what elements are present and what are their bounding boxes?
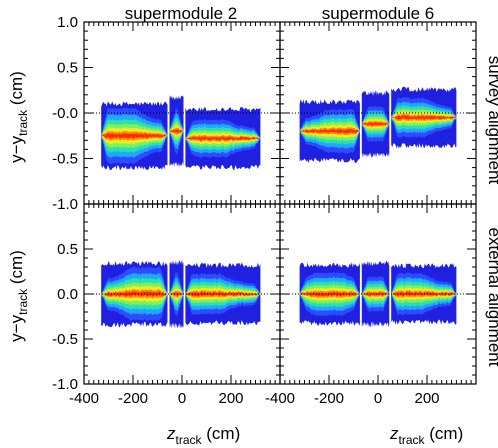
- y-label-main-2: y−y: [7, 314, 26, 341]
- contour-level-8: [391, 115, 457, 120]
- tick-label: 0.5: [57, 241, 78, 258]
- svg-text:y−ytrack (cm): y−ytrack (cm): [7, 71, 30, 163]
- tick-label: -200: [314, 390, 344, 407]
- tick-label: -0.5: [52, 151, 78, 168]
- panel-3-segment-3: [185, 262, 261, 326]
- panels: [83, 21, 477, 385]
- panel-2-segment-2: [361, 90, 390, 158]
- tick-label: -1.0: [52, 376, 78, 393]
- x-label-sub-2: track: [399, 433, 426, 447]
- panel-2: [279, 21, 477, 205]
- y-label-main: y−y: [7, 135, 26, 162]
- contour-level-8: [101, 132, 168, 139]
- column-title-supermodule-6: supermodule 6: [322, 4, 434, 23]
- contour-level-8: [391, 291, 457, 297]
- panel-4: [279, 203, 477, 385]
- contour-level-8: [185, 136, 261, 141]
- row-title-survey-alignment: survey alignment: [485, 56, 498, 185]
- contour-level-8: [361, 291, 390, 297]
- y-label-unit: (cm): [7, 71, 26, 105]
- panel-3-segment-2: [169, 260, 184, 329]
- contour-level-8: [169, 129, 184, 134]
- panel-2-ticks: [279, 21, 477, 205]
- tick-label: 0.0: [57, 286, 78, 303]
- panel-4-segment-2: [361, 260, 390, 328]
- svg-text:ztrack (cm): ztrack (cm): [166, 424, 240, 447]
- tick-label: -200: [118, 390, 148, 407]
- tick-label: 200: [414, 390, 439, 407]
- y-label-sub-2: track: [16, 288, 30, 315]
- panel-3: [83, 203, 281, 385]
- svg-text:ztrack (cm): ztrack (cm): [389, 424, 463, 447]
- row-title-external-alignment: external alignment: [485, 228, 498, 367]
- x-label-unit-2: (cm): [429, 424, 463, 443]
- x-label-main-2: z: [389, 424, 399, 443]
- panel-2-segment-1: [299, 99, 360, 164]
- y-label-sub: track: [16, 109, 30, 136]
- y-axis-label-top: y−ytrack (cm): [7, 71, 30, 163]
- tick-label: -400: [69, 390, 99, 407]
- svg-text:y−ytrack (cm): y−ytrack (cm): [7, 250, 30, 342]
- tick-label: 0: [374, 390, 382, 407]
- x-axis-label-left: ztrack (cm): [166, 424, 240, 447]
- x-label-main: z: [166, 424, 176, 443]
- y-label-unit-2: (cm): [7, 250, 26, 284]
- panel-1: [83, 21, 281, 205]
- panel-1-segment-1: [101, 101, 168, 171]
- tick-label: -0.0: [52, 105, 78, 122]
- panel-1-segment-2: [169, 95, 184, 168]
- y-axis-label-bottom: y−ytrack (cm): [7, 250, 30, 342]
- panel-3-segment-1: [101, 260, 168, 328]
- contour-level-8: [299, 291, 360, 297]
- panel-1-segment-3: [185, 107, 261, 171]
- tick-label: -1.0: [52, 196, 78, 213]
- tick-label: 0.5: [57, 60, 78, 77]
- tick-label: 200: [218, 390, 243, 407]
- tick-label: 1.0: [57, 14, 78, 31]
- contour-level-8: [361, 121, 390, 126]
- tick-label: -400: [265, 390, 295, 407]
- tick-label: 0: [178, 390, 186, 407]
- contour-level-8: [101, 291, 168, 297]
- column-title-supermodule-2: supermodule 2: [125, 4, 237, 23]
- x-label-sub: track: [176, 433, 203, 447]
- x-label-unit: (cm): [206, 424, 240, 443]
- tick-label: -0.5: [52, 331, 78, 348]
- panel-4-segment-1: [299, 262, 360, 326]
- contour-level-8: [169, 291, 184, 297]
- panel-4-segment-3: [391, 263, 457, 325]
- tick-labels: 1.00.5-0.0-0.5-1.00.50.0-0.5-1.0-400 -200…: [52, 14, 439, 407]
- x-axis-label-right: ztrack (cm): [389, 424, 463, 447]
- contour-level-8: [299, 128, 360, 134]
- panel-4-ticks: [279, 203, 477, 385]
- panel-2-segment-3: [391, 86, 457, 149]
- panel-3-ticks: [83, 203, 281, 385]
